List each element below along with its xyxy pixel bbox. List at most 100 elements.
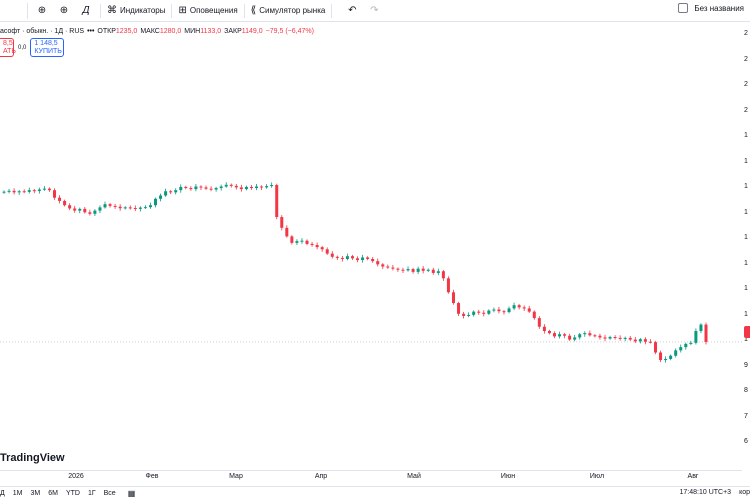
sell-button[interactable]: 8,5 АТЬ (0, 38, 16, 57)
candle-body (184, 186, 188, 189)
candle-body (356, 258, 360, 261)
low-label: МИН (184, 27, 201, 35)
symbol-search-input[interactable] (0, 2, 28, 19)
candle-body (83, 208, 87, 213)
candle (12, 188, 16, 195)
candle (613, 335, 617, 340)
close-label: ЗАКР (224, 27, 242, 35)
candle-body (694, 331, 698, 343)
toolbar-divider (331, 3, 333, 18)
candle-body (386, 266, 390, 268)
replay-icon: ⟪ (250, 5, 257, 16)
candle-body (330, 253, 334, 257)
range-button[interactable]: Все (103, 490, 116, 497)
price-tick-label: 1 (744, 310, 748, 318)
top-toolbar: ⊕ ⊕ Д ⌘ Индикаторы ⊞ Оповещения ⟪ Симуля… (0, 0, 750, 22)
candle-body (58, 197, 62, 201)
time-tick-label: Июл (589, 473, 605, 480)
candle (179, 184, 183, 193)
buy-price: 1 148,5 (34, 40, 58, 47)
interval-icon[interactable]: Д (82, 5, 90, 16)
candle (113, 203, 117, 209)
candle (376, 258, 380, 267)
candle-body (568, 335, 572, 340)
candle-body (623, 337, 627, 339)
candle-body (482, 312, 486, 314)
candle-body (255, 186, 259, 189)
candle (659, 350, 663, 363)
more-icon[interactable]: ••• (87, 27, 95, 35)
candle-body (239, 187, 243, 190)
candle-body (234, 185, 238, 188)
candle (532, 310, 536, 320)
price-tick-label: 2 (744, 30, 748, 37)
clock[interactable]: 17:48:10 UTC+3 (679, 489, 732, 496)
layout-controls: Без названия (678, 3, 744, 13)
bottom-toolbar: Д 1М 3М 6М YTD 1Г Все ▦ 17:48:10 UTC+3 кор (0, 486, 750, 500)
indicators-label: Индикаторы (120, 6, 166, 15)
candle-body (204, 187, 208, 189)
candle (83, 206, 87, 214)
candle (552, 331, 556, 339)
candle-body (603, 337, 607, 339)
candle (53, 188, 57, 200)
time-axis[interactable]: 2026 Фев Мар Апр Май Июн Июл Авг (0, 470, 742, 482)
range-button[interactable]: Д (0, 490, 5, 497)
tradingview-logo[interactable]: TradingView (0, 452, 65, 464)
calendar-icon[interactable]: ▦ (127, 489, 136, 498)
replay-button[interactable]: ⟪ Симулятор рынка (251, 3, 326, 19)
candle-body (421, 268, 425, 271)
replay-label: Симулятор рынка (259, 6, 326, 15)
layout-name[interactable]: Без названия (694, 3, 744, 13)
time-tick-label: 2026 (68, 473, 84, 480)
range-button[interactable]: 1Г (87, 490, 96, 497)
range-button[interactable]: 6М (48, 490, 58, 497)
candle (199, 185, 203, 190)
candle (527, 305, 531, 313)
candle (340, 255, 344, 262)
candle (477, 309, 481, 315)
candle-body (578, 334, 582, 338)
candle-body (22, 191, 26, 193)
candle (608, 335, 612, 340)
candle-body (320, 247, 324, 250)
candle (416, 266, 420, 275)
candle (694, 328, 698, 345)
currency-selector[interactable]: кор (739, 489, 750, 496)
candle-body (53, 190, 57, 198)
alerts-button[interactable]: ⊞ Оповещения (178, 3, 237, 19)
layout-checkbox[interactable] (678, 3, 689, 13)
redo-icon[interactable]: ↷ (370, 5, 379, 16)
candle-body (194, 186, 198, 190)
range-button[interactable]: YTD (65, 490, 80, 497)
price-axis[interactable]: 2 2 2 2 1 1 1 1 1 1 1 1 1 9 8 7 6 (742, 22, 750, 456)
price-tick-label: 1 (744, 183, 748, 190)
candle-body (669, 355, 673, 359)
candle-body (613, 337, 617, 339)
price-chart[interactable] (0, 22, 742, 456)
time-tick-label: Май (407, 473, 421, 480)
candle-body (280, 217, 284, 228)
alerts-icon: ⊞ (178, 5, 187, 16)
candle (295, 239, 299, 245)
symbol-title[interactable]: асофт · обыкн. · 1Д · RUS (0, 27, 85, 35)
candle (699, 323, 703, 334)
candle-body (189, 188, 193, 190)
candle (128, 205, 132, 210)
candle (143, 205, 147, 209)
candle (255, 183, 259, 191)
candle-body (497, 309, 501, 312)
candle (189, 186, 193, 191)
add-symbol-icon[interactable]: ⊕ (59, 5, 69, 16)
buy-button[interactable]: 1 148,5 КУПИТЬ (30, 38, 65, 57)
logo-text: TradingView (0, 452, 65, 464)
bottom-right: 17:48:10 UTC+3 кор (680, 489, 750, 496)
candle (229, 183, 233, 188)
candle-body (199, 186, 203, 188)
range-button[interactable]: 3М (30, 490, 41, 497)
undo-icon[interactable]: ↶ (348, 5, 357, 16)
range-button[interactable]: 1М (12, 490, 23, 497)
compare-icon[interactable]: ⊕ (37, 5, 47, 16)
candle (507, 306, 511, 314)
indicators-button[interactable]: ⌘ Индикаторы (107, 3, 165, 19)
